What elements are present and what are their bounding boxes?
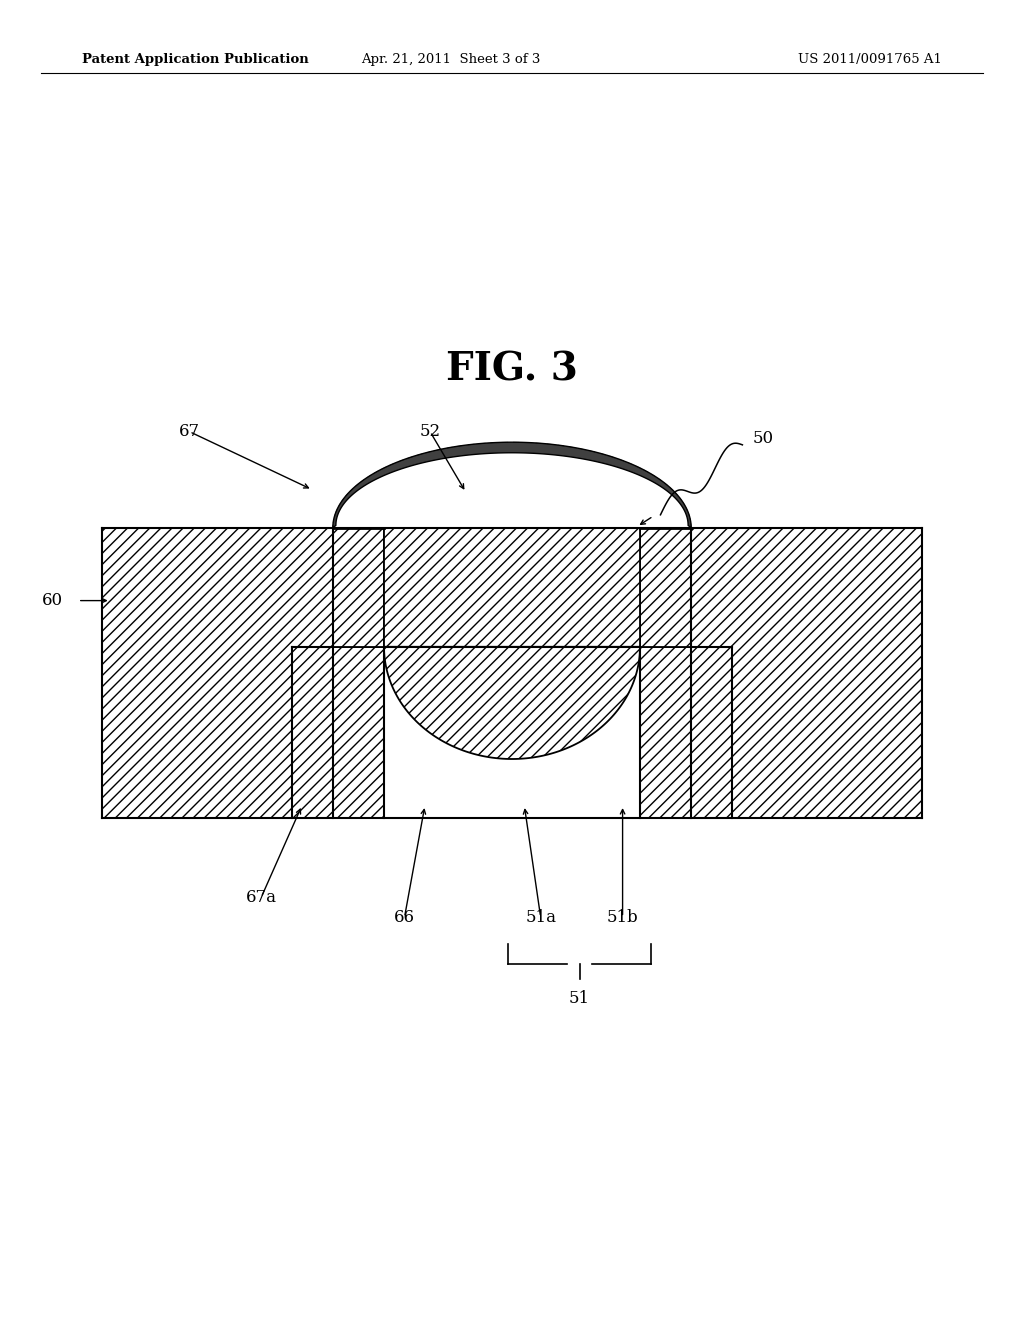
Text: 51b: 51b xyxy=(606,909,639,925)
Polygon shape xyxy=(333,528,384,647)
Text: 60: 60 xyxy=(42,593,63,609)
Text: 67a: 67a xyxy=(246,890,276,906)
Text: Apr. 21, 2011  Sheet 3 of 3: Apr. 21, 2011 Sheet 3 of 3 xyxy=(360,53,541,66)
Polygon shape xyxy=(691,528,922,818)
Text: 51: 51 xyxy=(569,990,590,1007)
Text: 52: 52 xyxy=(420,424,440,440)
Polygon shape xyxy=(640,647,691,818)
Text: 51a: 51a xyxy=(525,909,556,925)
Text: FIG. 3: FIG. 3 xyxy=(446,351,578,388)
Text: 50: 50 xyxy=(753,430,774,446)
Text: US 2011/0091765 A1: US 2011/0091765 A1 xyxy=(798,53,942,66)
Polygon shape xyxy=(333,442,691,528)
Polygon shape xyxy=(640,528,691,647)
Text: 66: 66 xyxy=(394,909,415,925)
Polygon shape xyxy=(102,528,333,818)
Polygon shape xyxy=(333,647,384,818)
Text: 67: 67 xyxy=(179,424,200,440)
Polygon shape xyxy=(384,647,640,759)
Text: Patent Application Publication: Patent Application Publication xyxy=(82,53,308,66)
Polygon shape xyxy=(384,528,640,647)
